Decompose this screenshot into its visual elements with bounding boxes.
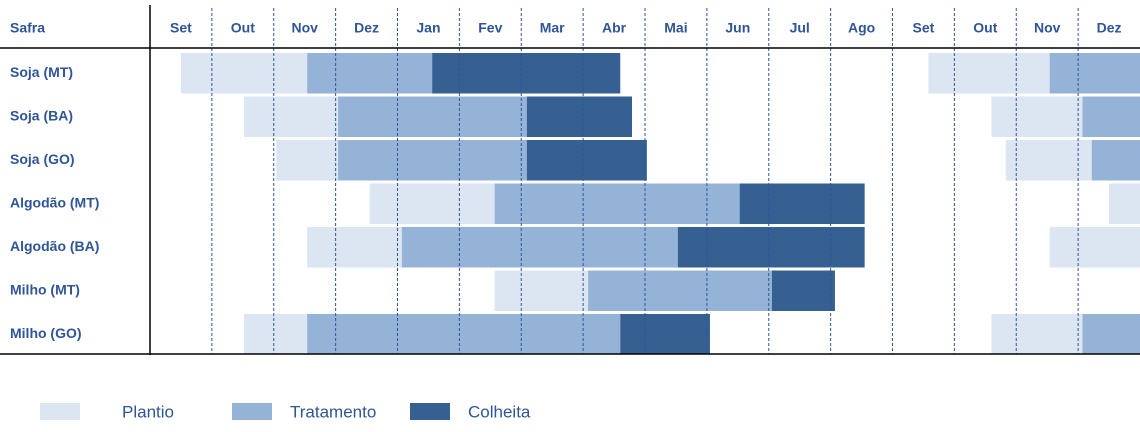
legend-label: Plantio — [122, 402, 174, 421]
legend-swatch — [232, 403, 272, 420]
month-label: Dez — [354, 20, 379, 36]
phase-bar — [1109, 183, 1140, 224]
phase-bar — [307, 227, 402, 268]
phase-bar — [1049, 53, 1140, 94]
month-label: Set — [913, 20, 935, 36]
row-label: Algodão (MT) — [10, 194, 99, 210]
phase-bar — [677, 227, 865, 268]
phase-bar — [526, 96, 633, 137]
row-label: Soja (MT) — [10, 64, 73, 80]
phase-bar — [432, 53, 621, 94]
month-label: Mar — [540, 20, 565, 36]
phase-bar — [369, 183, 495, 224]
phase-bar — [276, 140, 339, 181]
month-label: Jun — [725, 20, 750, 36]
row-label: Milho (MT) — [10, 281, 80, 297]
phase-bar — [1005, 140, 1092, 181]
month-label: Ago — [848, 20, 875, 36]
phase-bar — [1082, 96, 1140, 137]
phase-bar — [991, 314, 1083, 355]
month-label: Nov — [1034, 20, 1061, 36]
phase-bar — [526, 140, 647, 181]
month-label: Dez — [1097, 20, 1122, 36]
phase-bar — [739, 183, 865, 224]
row-label: Soja (GO) — [10, 151, 75, 167]
phase-bar — [494, 270, 589, 311]
phase-bar — [1091, 140, 1140, 181]
phase-bar — [991, 96, 1083, 137]
phase-bar — [338, 140, 527, 181]
phase-bar — [494, 183, 740, 224]
month-label: Nov — [291, 20, 318, 36]
phase-bar — [307, 314, 621, 355]
phase-bar — [338, 96, 527, 137]
phase-bar — [244, 96, 339, 137]
phase-bar — [928, 53, 1050, 94]
phase-bar — [588, 270, 772, 311]
month-label: Abr — [602, 20, 627, 36]
phase-bar — [180, 53, 308, 94]
phase-bar — [620, 314, 710, 355]
phase-bar — [244, 314, 308, 355]
month-label: Fev — [478, 20, 502, 36]
legend-label: Tratamento — [290, 402, 376, 421]
phase-bar — [1082, 314, 1140, 355]
phase-bar — [401, 227, 678, 268]
phase-bar — [307, 53, 433, 94]
header-label: Safra — [10, 20, 45, 36]
month-label: Out — [231, 20, 255, 36]
row-label: Soja (BA) — [10, 107, 73, 123]
legend-label: Colheita — [468, 402, 531, 421]
month-label: Jan — [416, 20, 440, 36]
phase-bar — [771, 270, 835, 311]
month-label: Set — [170, 20, 192, 36]
phase-bar — [1049, 227, 1140, 268]
month-label: Out — [973, 20, 997, 36]
month-label: Jul — [790, 20, 810, 36]
row-label: Milho (GO) — [10, 325, 82, 341]
month-label: Mai — [664, 20, 687, 36]
legend-swatch — [40, 403, 80, 420]
legend-swatch — [410, 403, 450, 420]
row-label: Algodão (BA) — [10, 238, 99, 254]
